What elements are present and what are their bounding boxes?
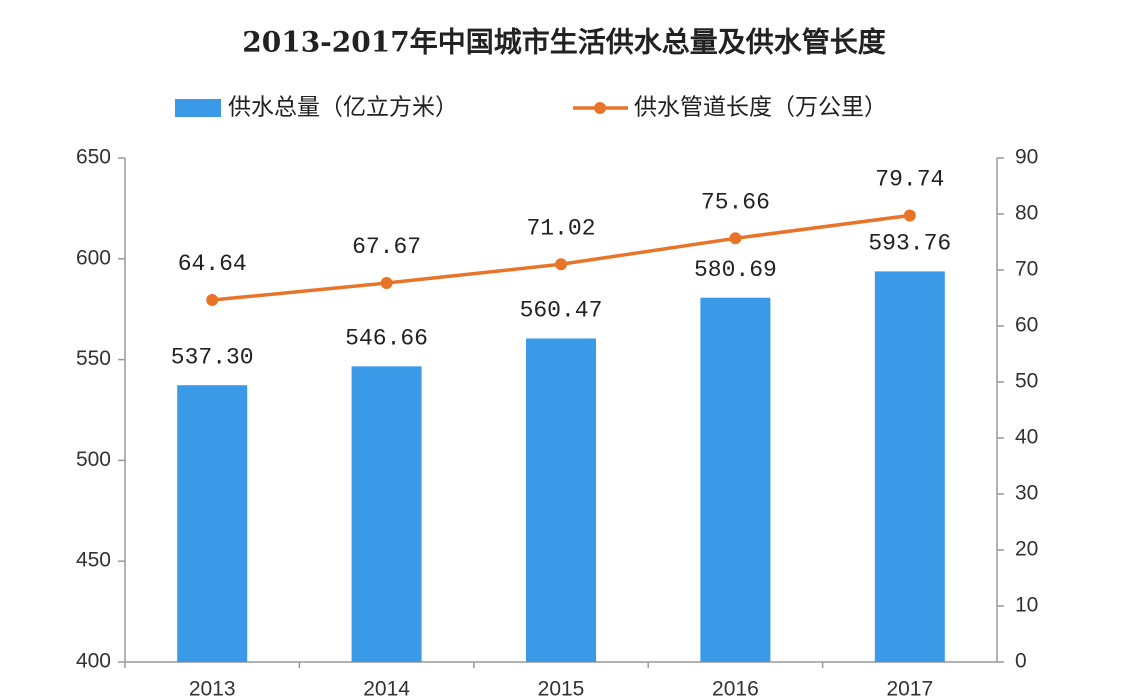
line-value-label: 64.64	[178, 251, 247, 277]
x-tick-label: 2016	[712, 678, 759, 697]
y-tick-label: 550	[76, 347, 111, 370]
y-tick-label: 600	[76, 246, 111, 269]
legend-label: 供水总量（亿立方米）	[228, 95, 458, 121]
y-tick-label: 650	[76, 146, 111, 169]
bar-value-label: 560.47	[520, 298, 603, 324]
x-tick-label: 2014	[363, 678, 410, 697]
x-tick-label: 2013	[189, 678, 236, 697]
x-tick-label: 2015	[538, 678, 585, 697]
line-value-label: 67.67	[352, 234, 421, 260]
bar	[874, 271, 945, 662]
line-point	[903, 209, 916, 222]
legend-swatch	[175, 99, 221, 117]
line-point	[206, 294, 219, 307]
line-point	[729, 232, 742, 245]
bar-value-label: 546.66	[345, 325, 428, 351]
y-tick-label: 400	[76, 650, 111, 673]
y2-tick-label: 20	[1015, 538, 1038, 561]
bar	[351, 366, 422, 662]
bar	[177, 385, 248, 662]
y2-tick-label: 60	[1015, 314, 1038, 337]
x-tick-label: 2017	[886, 678, 933, 697]
line-value-label: 71.02	[526, 215, 595, 241]
line-point	[380, 277, 393, 290]
y-tick-label: 450	[76, 549, 111, 572]
legend-label: 供水管道长度（万公里）	[634, 95, 887, 121]
y2-tick-label: 10	[1015, 594, 1038, 617]
chart-title: 2013-2017年中国城市生活供水总量及供水管长度	[242, 26, 885, 59]
y2-tick-label: 90	[1015, 146, 1038, 169]
bar-value-label: 537.30	[171, 344, 254, 370]
bar-value-label: 580.69	[694, 257, 777, 283]
y2-tick-label: 0	[1015, 650, 1027, 673]
line-point	[555, 258, 567, 271]
y2-tick-label: 50	[1015, 370, 1038, 393]
bar	[526, 338, 596, 662]
bar	[700, 297, 771, 662]
y-tick-label: 500	[76, 448, 111, 471]
line-value-label: 75.66	[701, 189, 770, 215]
y2-tick-label: 70	[1015, 258, 1038, 281]
legend-dot	[594, 102, 606, 114]
line-value-label: 79.74	[875, 167, 944, 193]
y2-tick-label: 30	[1015, 482, 1038, 505]
y2-tick-label: 40	[1015, 426, 1038, 449]
y2-tick-label: 80	[1015, 202, 1038, 225]
bar-value-label: 593.76	[868, 230, 951, 256]
